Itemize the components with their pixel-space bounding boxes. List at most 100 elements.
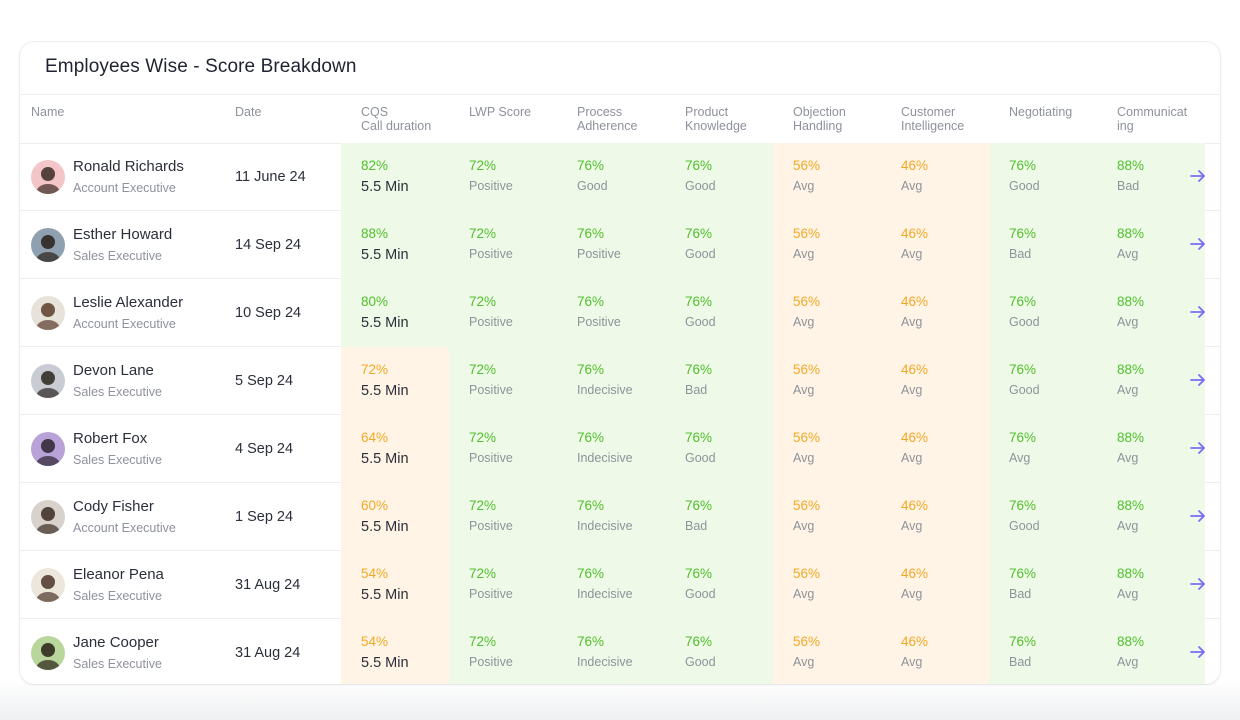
score-label: Positive [577,315,621,329]
score-cell-product: 76% Good [665,211,773,279]
score-cell-negotiating: 76% Good [989,279,1097,347]
score-cell-customer: 46% Avg [881,483,989,551]
table-row[interactable]: Cody Fisher Account Executive 1 Sep 24 60% 5… [20,483,1220,551]
arrow-right-icon[interactable] [1187,301,1209,323]
score-cell-objection: 56% Avg [773,211,881,279]
score-percent: 72% [469,430,497,445]
column-header-customer: Customer Intelligence [901,105,964,133]
column-header-line: LWP Score [469,105,532,119]
score-cell-negotiating: 76% Bad [989,551,1097,619]
score-breakdown-card: Employees Wise - Score Breakdown Name Dat… [20,42,1220,684]
table-row[interactable]: Jane Cooper Sales Executive 31 Aug 24 54% 5.… [20,619,1220,684]
score-label: Avg [901,383,923,397]
score-cell-negotiating: 76% Good [989,483,1097,551]
score-cell-communicating: 88% Avg [1097,483,1205,551]
score-cell-cqs: 82% 5.5 Min [341,143,449,211]
column-header-line: Communicat [1117,105,1188,119]
table-row[interactable]: Ronald Richards Account Executive 11 June … [20,143,1220,211]
call-date: 1 Sep 24 [235,509,294,525]
score-cell-lwp: 72% Positive [449,415,557,483]
score-cell-negotiating: 76% Avg [989,415,1097,483]
score-percent: 46% [901,294,929,309]
employee-name[interactable]: Ronald Richards [73,158,184,175]
call-duration: 5.5 Min [361,655,409,671]
score-cell-process: 76% Indecisive [557,483,665,551]
score-percent: 76% [685,498,713,513]
call-date: 10 Sep 24 [235,305,302,321]
arrow-right-icon[interactable] [1187,165,1209,187]
score-percent: 76% [685,226,713,241]
arrow-right-icon[interactable] [1187,369,1209,391]
score-cell-cqs: 54% 5.5 Min [341,619,449,684]
call-date: 14 Sep 24 [235,237,302,253]
score-cell-objection: 56% Avg [773,551,881,619]
score-cell-process: 76% Indecisive [557,619,665,684]
score-cell-product: 76% Good [665,415,773,483]
score-percent: 56% [793,498,821,513]
score-percent: 56% [793,566,821,581]
arrow-right-icon[interactable] [1187,573,1209,595]
column-header-line: Negotiating [1009,105,1073,119]
score-label: Indecisive [577,655,633,669]
employee-name[interactable]: Cody Fisher [73,498,154,515]
employee-name[interactable]: Esther Howard [73,226,173,243]
score-percent: 72% [469,362,497,377]
employee-role: Account Executive [73,181,176,195]
score-label: Indecisive [577,451,633,465]
table-row[interactable]: Esther Howard Sales Executive 14 Sep 24 88%… [20,211,1220,279]
score-percent: 60% [361,498,389,513]
score-label: Avg [901,247,923,261]
score-label: Bad [685,519,708,533]
score-label: Avg [793,315,815,329]
score-percent: 56% [793,226,821,241]
employee-name[interactable]: Eleanor Pena [73,566,164,583]
score-cell-cqs: 88% 5.5 Min [341,211,449,279]
score-label: Positive [469,587,513,601]
score-cell-process: 76% Positive [557,279,665,347]
score-cell-product: 76% Good [665,279,773,347]
avatar [31,636,65,670]
score-percent: 76% [1009,158,1037,173]
score-label: Positive [469,247,513,261]
score-percent: 76% [577,430,605,445]
table-row[interactable]: Devon Lane Sales Executive 5 Sep 24 72% 5.5 … [20,347,1220,415]
column-header-line: ing [1117,119,1134,133]
employee-name[interactable]: Leslie Alexander [73,294,184,311]
score-label: Avg [1117,383,1139,397]
score-label: Positive [577,247,621,261]
column-header-communicating: Communicat ing [1117,105,1187,133]
employee-role: Sales Executive [73,589,162,603]
arrow-right-icon[interactable] [1187,505,1209,527]
score-cell-communicating: 88% Avg [1097,347,1205,415]
score-label: Avg [901,179,923,193]
score-cell-communicating: 88% Avg [1097,619,1205,684]
employee-name[interactable]: Jane Cooper [73,634,159,651]
score-percent: 56% [793,362,821,377]
score-percent: 72% [361,362,389,377]
arrow-right-icon[interactable] [1187,641,1209,663]
score-percent: 88% [361,226,389,241]
score-cell-objection: 56% Avg [773,415,881,483]
score-percent: 72% [469,226,497,241]
table-row[interactable]: Robert Fox Sales Executive 4 Sep 24 64% 5.5 … [20,415,1220,483]
employee-name[interactable]: Robert Fox [73,430,148,447]
score-percent: 72% [469,566,497,581]
score-percent: 76% [577,362,605,377]
score-label: Positive [469,655,513,669]
column-header-product: Product Knowledge [685,105,747,133]
table-row[interactable]: Eleanor Pena Sales Executive 31 Aug 24 54% 5… [20,551,1220,619]
score-cell-objection: 56% Avg [773,143,881,211]
score-cell-process: 76% Indecisive [557,347,665,415]
column-header-process: Process Adherence [577,105,637,133]
score-cell-cqs: 60% 5.5 Min [341,483,449,551]
arrow-right-icon[interactable] [1187,437,1209,459]
table-row[interactable]: Leslie Alexander Account Executive 10 Sep … [20,279,1220,347]
score-label: Avg [1117,451,1139,465]
arrow-right-icon[interactable] [1187,233,1209,255]
score-percent: 76% [685,362,713,377]
score-percent: 88% [1117,294,1145,309]
employee-name[interactable]: Devon Lane [73,362,154,379]
score-cell-customer: 46% Avg [881,211,989,279]
call-duration: 5.5 Min [361,315,409,331]
score-label: Bad [1009,247,1032,261]
